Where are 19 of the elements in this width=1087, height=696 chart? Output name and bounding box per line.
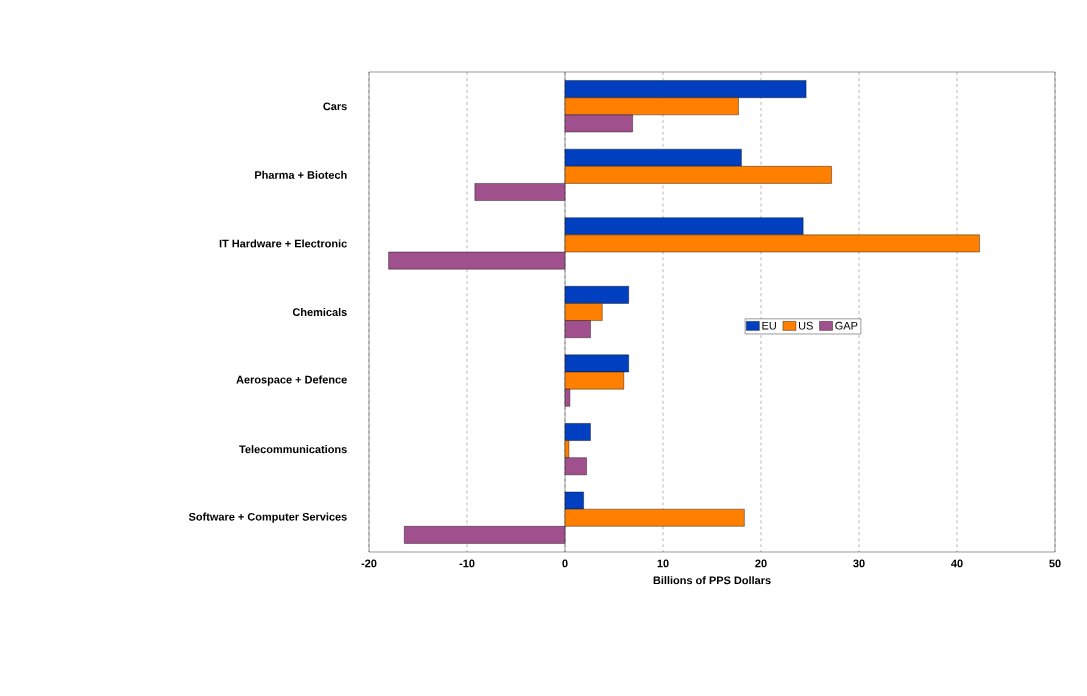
y-tick-label: IT Hardware + Electronic <box>219 239 347 248</box>
legend-label: US <box>798 321 813 330</box>
y-tick-label: Telecommunications <box>239 445 347 454</box>
y-tick-label: Software + Computer Services <box>188 512 347 523</box>
x-tick-label: 50 <box>1049 559 1061 568</box>
x-tick-label: 30 <box>853 559 865 568</box>
x-tick-label: 40 <box>951 559 963 568</box>
y-tick-label: Aerospace + Defence <box>236 375 347 386</box>
x-tick-label: 10 <box>657 559 669 568</box>
legend-label: GAP <box>835 321 858 330</box>
y-tick-label: Chemicals <box>292 307 347 317</box>
legend-label: EU <box>762 321 776 330</box>
y-tick-label: Pharma + Biotech <box>255 170 347 179</box>
x-tick-label: -20 <box>361 559 377 568</box>
x-tick-label: 20 <box>755 559 767 568</box>
y-tick-label: Cars <box>323 102 347 111</box>
x-tick-label: -10 <box>459 559 475 568</box>
x-tick-label: 0 <box>562 559 568 568</box>
x-axis-title: Billions of PPS Dollars <box>653 576 771 585</box>
